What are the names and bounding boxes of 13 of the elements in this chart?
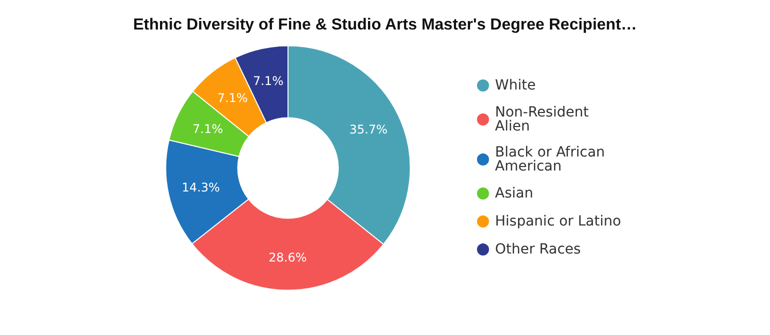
legend-label: Non-Resident Alien <box>495 104 594 134</box>
data-label: 28.6% <box>268 250 307 264</box>
legend-label: Black or African American <box>495 144 610 174</box>
legend-label: Asian <box>495 186 534 202</box>
data-label: 14.3% <box>182 180 220 194</box>
legend-label: White <box>495 78 536 94</box>
data-label: 7.1% <box>192 122 224 136</box>
data-label: 7.1% <box>252 74 284 88</box>
data-label: 7.1% <box>217 91 248 106</box>
data-label: 35.7% <box>349 122 388 136</box>
legend-label: Other Races <box>495 242 581 258</box>
chart-title: Ethnic Diversity of Fine & Studio Arts Master's Degree Recipient… <box>133 16 637 34</box>
legend-label: Hispanic or Latino <box>495 214 622 230</box>
